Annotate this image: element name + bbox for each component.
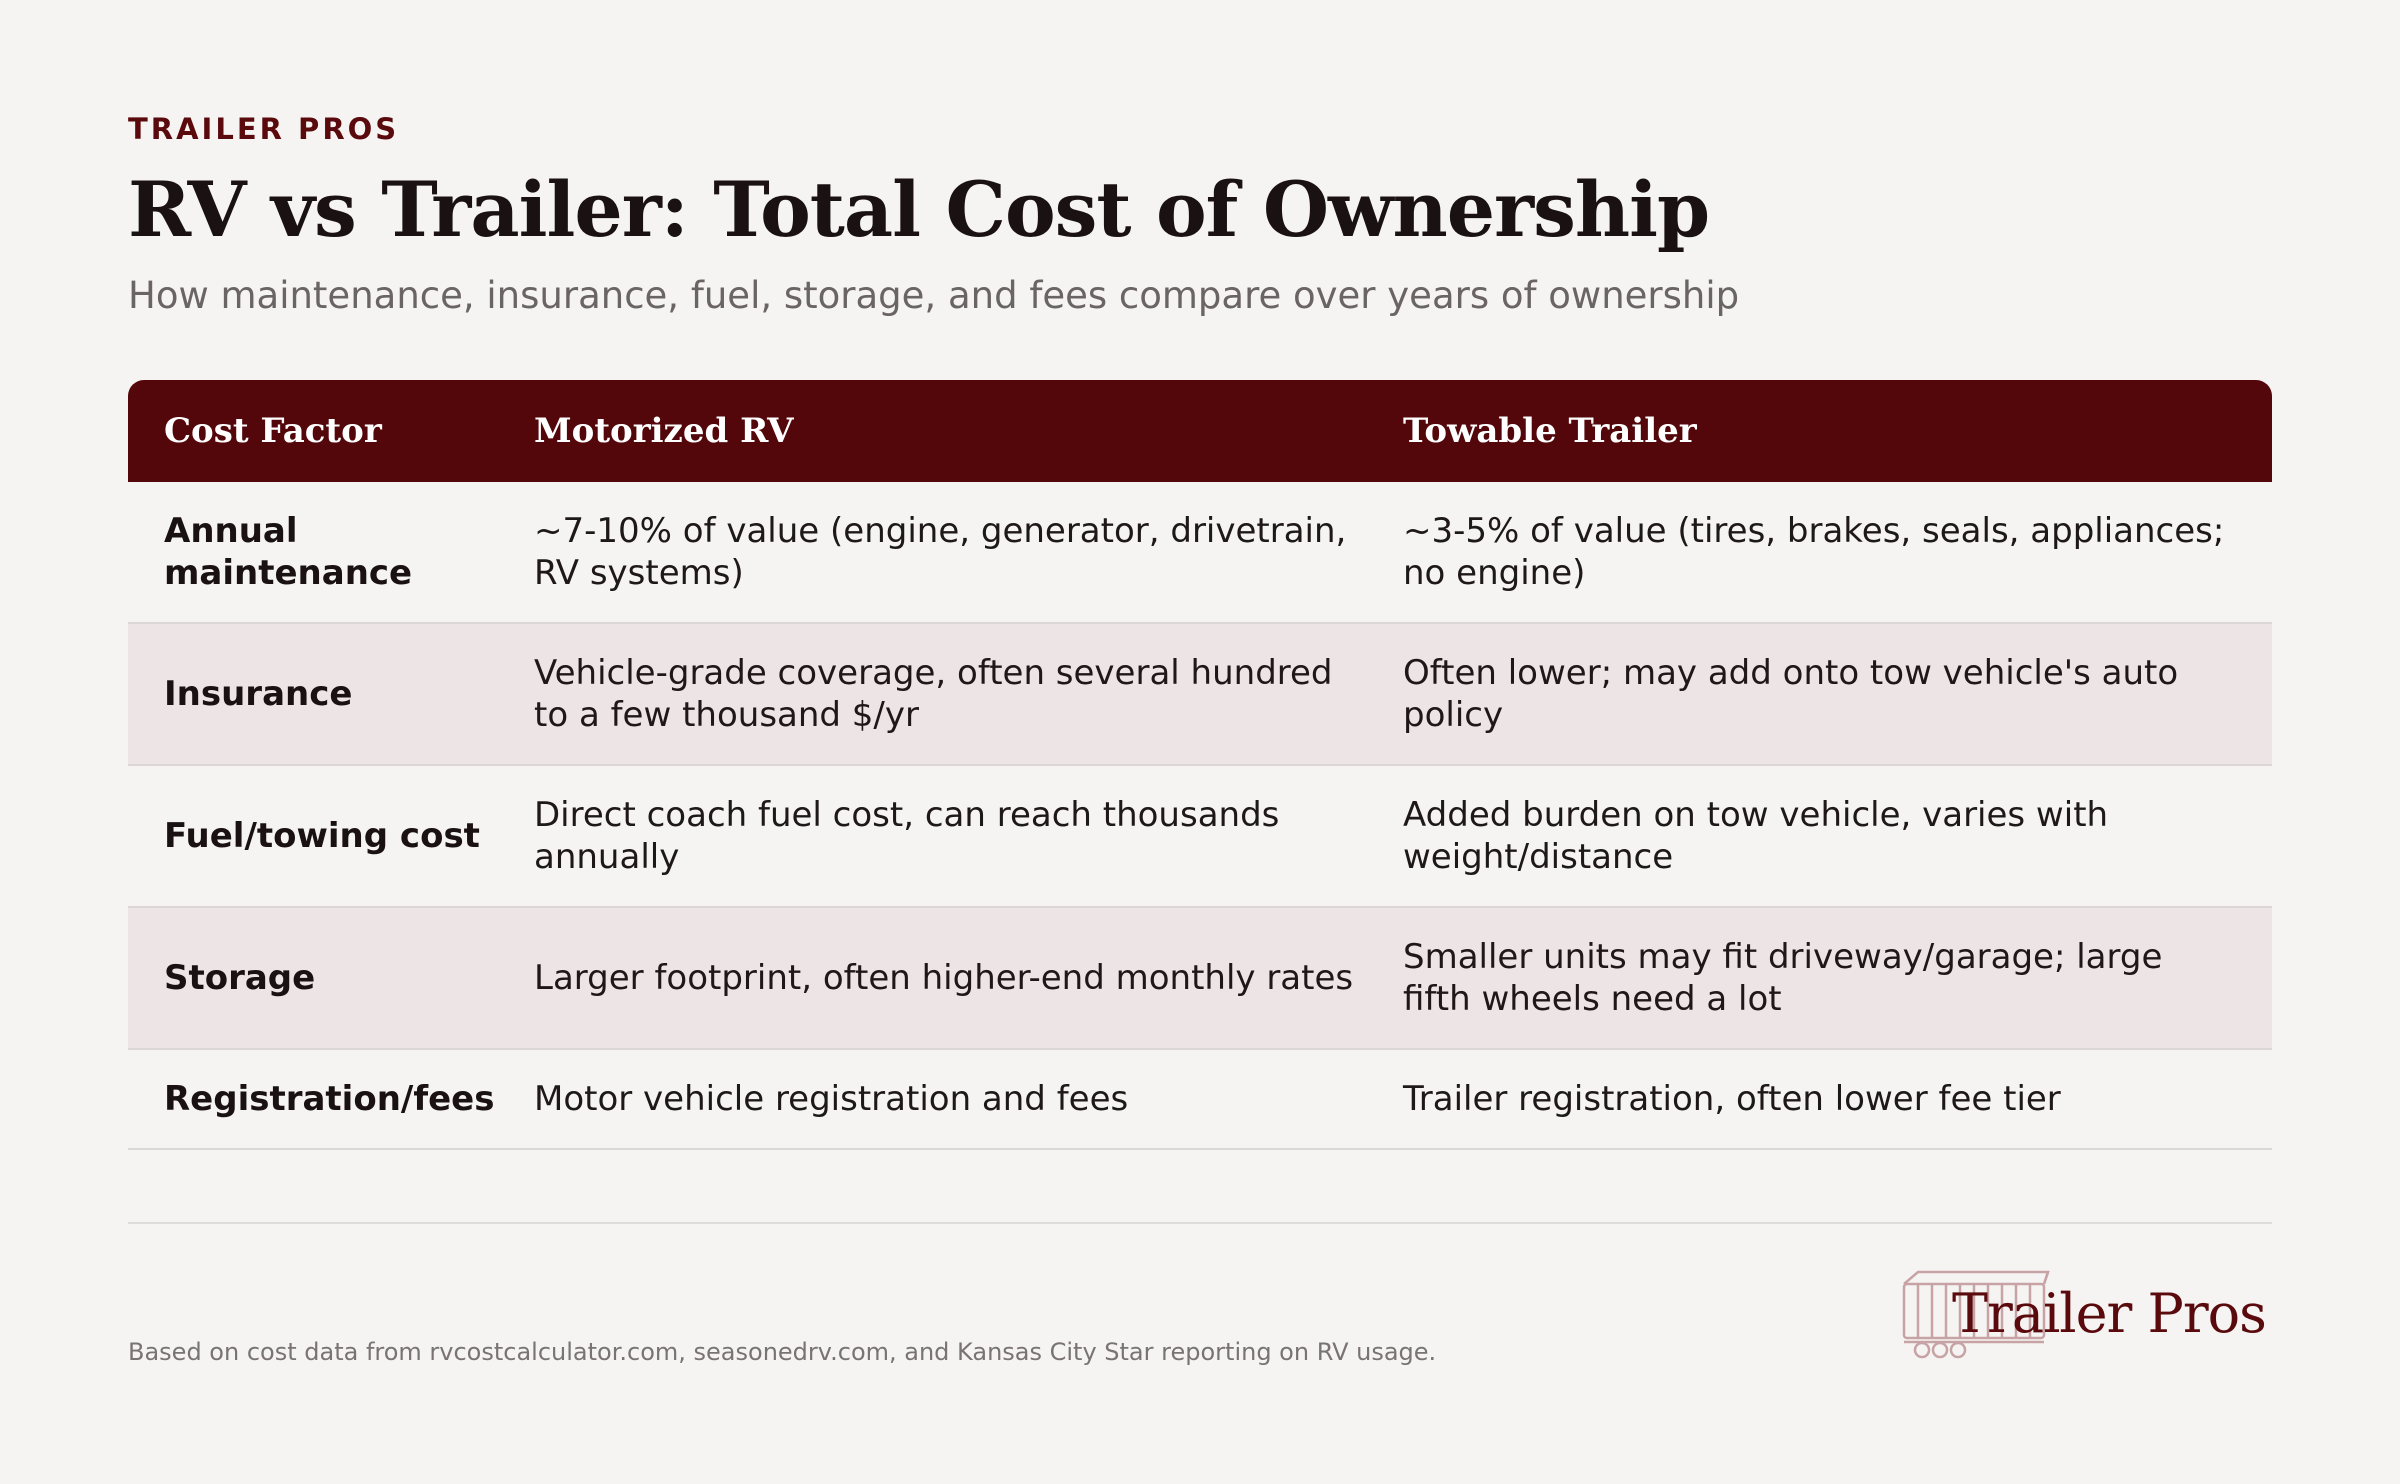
rv-cell: Motor vehicle registration and fees — [534, 1079, 1129, 1119]
table-header: Cost Factor Motorized RV Towable Trailer — [128, 380, 2272, 482]
trailer-icon — [1902, 1270, 2050, 1359]
table-row: Fuel/towing cost Direct coach fuel cost,… — [128, 766, 2272, 908]
table-row: Annual maintenance ~7-10% of value (engi… — [128, 482, 2272, 624]
column-header-motorized-rv: Motorized RV — [534, 411, 794, 451]
row-label: Fuel/towing cost — [164, 816, 480, 856]
row-label: Insurance — [164, 674, 353, 714]
trailer-cell: ~3-5% of value (tires, brakes, seals, ap… — [1403, 511, 2225, 593]
brand-eyebrow: TRAILER PROS — [128, 112, 400, 146]
trailer-cell: Added burden on tow vehicle, varies with… — [1403, 795, 2109, 877]
page-subtitle: How maintenance, insurance, fuel, storag… — [128, 274, 1740, 317]
table-row: Storage Larger footprint, often higher-e… — [128, 908, 2272, 1050]
trailer-cell: Trailer registration, often lower fee ti… — [1403, 1079, 2061, 1119]
table-row: Insurance Vehicle-grade coverage, often … — [128, 624, 2272, 766]
row-label: Registration/fees — [164, 1079, 495, 1119]
brand-logo: Trailer Pros — [1898, 1262, 2278, 1372]
page-title: RV vs Trailer: Total Cost of Ownership — [128, 165, 1710, 254]
rv-cell: Vehicle-grade coverage, often several hu… — [534, 653, 1333, 735]
rv-cell: Direct coach fuel cost, can reach thousa… — [534, 795, 1280, 877]
source-note: Based on cost data from rvcostcalculator… — [128, 1338, 1437, 1366]
column-header-towable-trailer: Towable Trailer — [1403, 411, 1697, 451]
footer-divider — [128, 1222, 2272, 1224]
row-label: Annual maintenance — [164, 511, 413, 593]
rv-cell: Larger footprint, often higher-end month… — [534, 958, 1354, 998]
rv-cell: ~7-10% of value (engine, generator, driv… — [534, 511, 1347, 593]
logo-wordmark: Trailer Pros — [1952, 1282, 2267, 1345]
cost-comparison-table: Cost Factor Motorized RV Towable Trailer… — [128, 380, 2272, 1150]
trailer-cell: Smaller units may fit driveway/garage; l… — [1403, 937, 2163, 1019]
row-label: Storage — [164, 958, 316, 998]
trailer-cell: Often lower; may add onto tow vehicle's … — [1403, 653, 2179, 735]
column-header-cost-factor: Cost Factor — [164, 411, 382, 451]
table-row: Registration/fees Motor vehicle registra… — [128, 1050, 2272, 1150]
